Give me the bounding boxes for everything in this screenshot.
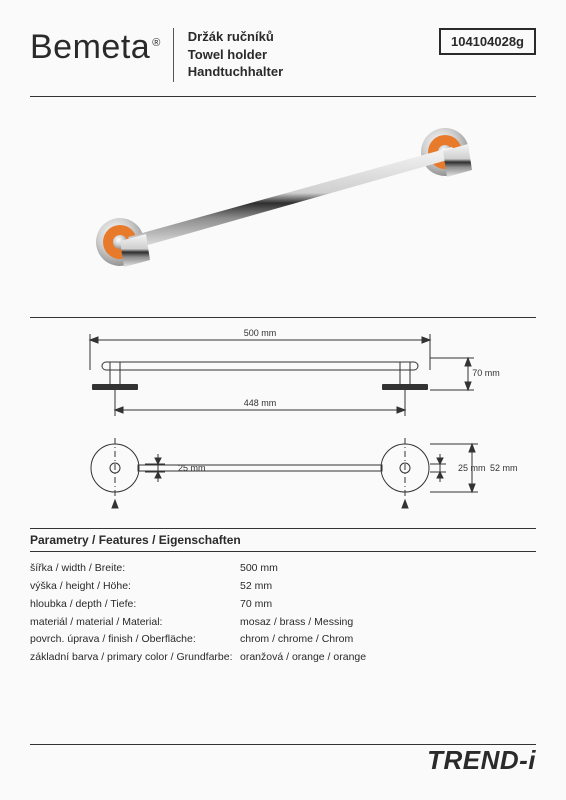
technical-drawing: 500 mm 70 mm 448 mm (30, 318, 536, 528)
feature-label: výška / height / Höhe: (30, 578, 240, 596)
feature-row: hloubka / depth / Tiefe:70 mm (30, 596, 536, 614)
feature-value: oranžová / orange / orange (240, 649, 536, 667)
dim-bracket-h: 25 mm (178, 463, 206, 473)
dim-inner-width: 448 mm (244, 398, 277, 408)
dim-height: 70 mm (472, 368, 500, 378)
feature-label: povrch. úprava / finish / Oberfläche: (30, 631, 240, 649)
dim-total-width: 500 mm (244, 328, 277, 338)
feature-value: chrom / chrome / Chrom (240, 631, 536, 649)
feature-row: základní barva / primary color / Grundfa… (30, 649, 536, 667)
feature-value: mosaz / brass / Messing (240, 614, 536, 632)
sku-code: 104104028g (439, 28, 536, 55)
feature-row: povrch. úprava / finish / Oberfläche:chr… (30, 631, 536, 649)
features-rule (30, 551, 536, 552)
drawing-svg: 500 mm 70 mm 448 mm (30, 318, 536, 528)
logo-prefix: Be (30, 28, 73, 66)
feature-value: 52 mm (240, 578, 536, 596)
photo-svg (30, 97, 536, 317)
brand-logo: Bemeta® (30, 28, 161, 67)
series-name: TREND-i (30, 745, 536, 776)
feature-label: materiál / material / Material: (30, 614, 240, 632)
features-rows: šířka / width / Breite:500 mmvýška / hei… (30, 560, 536, 667)
feature-label: šířka / width / Breite: (30, 560, 240, 578)
features-top-rule (30, 528, 536, 529)
feature-value: 70 mm (240, 596, 536, 614)
header-divider (173, 28, 174, 82)
feature-value: 500 mm (240, 560, 536, 578)
feature-label: hloubka / depth / Tiefe: (30, 596, 240, 614)
feature-row: šířka / width / Breite:500 mm (30, 560, 536, 578)
logo-suffix: meta (73, 28, 151, 66)
product-titles: Držák ručníků Towel holder Handtuchhalte… (188, 28, 439, 81)
footer: TREND-i (30, 742, 536, 776)
title-en: Towel holder (188, 46, 439, 64)
features-block: Parametry / Features / Eigenschaften šíř… (30, 533, 536, 667)
feature-label: základní barva / primary color / Grundfa… (30, 649, 240, 667)
product-photo (30, 97, 536, 317)
feature-row: výška / height / Höhe:52 mm (30, 578, 536, 596)
feature-row: materiál / material / Material:mosaz / b… (30, 614, 536, 632)
features-heading: Parametry / Features / Eigenschaften (30, 533, 536, 547)
title-de: Handtuchhalter (188, 63, 439, 81)
dim-rosette-d: 52 mm (490, 463, 518, 473)
logo-registered: ® (152, 37, 161, 49)
header: Bemeta® Držák ručníků Towel holder Handt… (30, 28, 536, 82)
title-cz: Držák ručníků (188, 28, 439, 46)
